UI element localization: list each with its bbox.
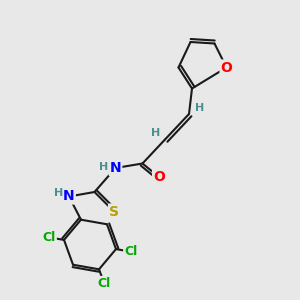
Text: S: S (109, 205, 119, 218)
Text: H: H (54, 188, 63, 199)
Text: Cl: Cl (98, 277, 111, 290)
Text: H: H (195, 103, 204, 113)
Text: O: O (153, 170, 165, 184)
Text: H: H (100, 161, 109, 172)
Text: N: N (110, 161, 121, 175)
Text: N: N (63, 190, 75, 203)
Text: Cl: Cl (43, 231, 56, 244)
Text: Cl: Cl (124, 245, 137, 258)
Text: H: H (151, 128, 160, 139)
Text: O: O (220, 61, 232, 74)
